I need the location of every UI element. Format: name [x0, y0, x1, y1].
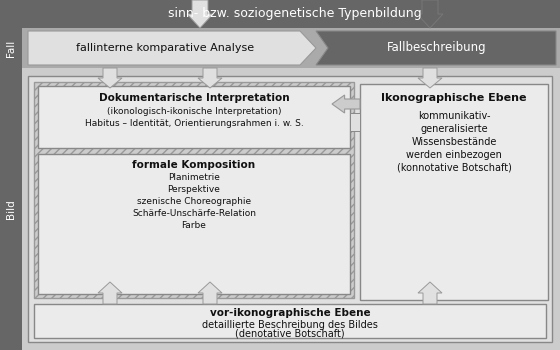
Text: fallinterne komparative Analyse: fallinterne komparative Analyse	[76, 43, 254, 53]
Text: Planimetrie: Planimetrie	[168, 173, 220, 182]
Text: Ikonographische Ebene: Ikonographische Ebene	[381, 93, 527, 103]
Bar	[22, 28, 560, 68]
Polygon shape	[187, 0, 213, 28]
Text: Bild: Bild	[6, 199, 16, 219]
Polygon shape	[98, 282, 122, 304]
Polygon shape	[418, 68, 442, 88]
Text: formale Komposition: formale Komposition	[132, 160, 255, 170]
Polygon shape	[198, 282, 222, 304]
Polygon shape	[316, 31, 556, 65]
Polygon shape	[332, 95, 360, 113]
Bar	[360, 84, 548, 300]
Bar	[350, 113, 360, 131]
Text: kommunikativ-: kommunikativ-	[418, 111, 490, 121]
Bar	[0, 0, 560, 28]
Polygon shape	[198, 68, 222, 88]
Text: Wissensbestände: Wissensbestände	[411, 137, 497, 147]
Polygon shape	[98, 68, 122, 88]
Bar	[22, 68, 560, 350]
Text: vor-ikonographische Ebene: vor-ikonographische Ebene	[209, 308, 370, 318]
Text: Farbe: Farbe	[181, 220, 207, 230]
Text: (denotative Botschaft): (denotative Botschaft)	[235, 329, 345, 339]
Text: werden einbezogen: werden einbezogen	[406, 150, 502, 160]
Text: Perspektive: Perspektive	[167, 184, 221, 194]
Bar	[34, 304, 546, 338]
Bar	[28, 76, 552, 342]
Text: detaillierte Beschreibung des Bildes: detaillierte Beschreibung des Bildes	[202, 320, 378, 330]
Bar	[34, 82, 354, 298]
Bar	[0, 28, 22, 68]
Text: Habitus – Identität, Orientierungsrahmen i. w. S.: Habitus – Identität, Orientierungsrahmen…	[85, 119, 304, 128]
Text: (konnotative Botschaft): (konnotative Botschaft)	[396, 163, 511, 173]
Polygon shape	[418, 282, 442, 304]
Bar	[0, 68, 22, 350]
Text: (ikonologisch-ikonische Interpretation): (ikonologisch-ikonische Interpretation)	[107, 107, 281, 117]
Text: sinn- bzw. soziogenetische Typenbildung: sinn- bzw. soziogenetische Typenbildung	[168, 7, 422, 21]
Text: generalisierte: generalisierte	[420, 124, 488, 134]
Text: Fallbeschreibung: Fallbeschreibung	[387, 42, 487, 55]
Text: Fall: Fall	[6, 40, 16, 57]
Bar	[38, 154, 350, 294]
Polygon shape	[417, 0, 443, 28]
Text: szenische Choreographie: szenische Choreographie	[137, 196, 251, 205]
Polygon shape	[28, 31, 316, 65]
Text: Dokumentarische Interpretation: Dokumentarische Interpretation	[99, 93, 290, 103]
Text: Schärfe-Unschärfe-Relation: Schärfe-Unschärfe-Relation	[132, 209, 256, 217]
Bar	[38, 86, 350, 148]
